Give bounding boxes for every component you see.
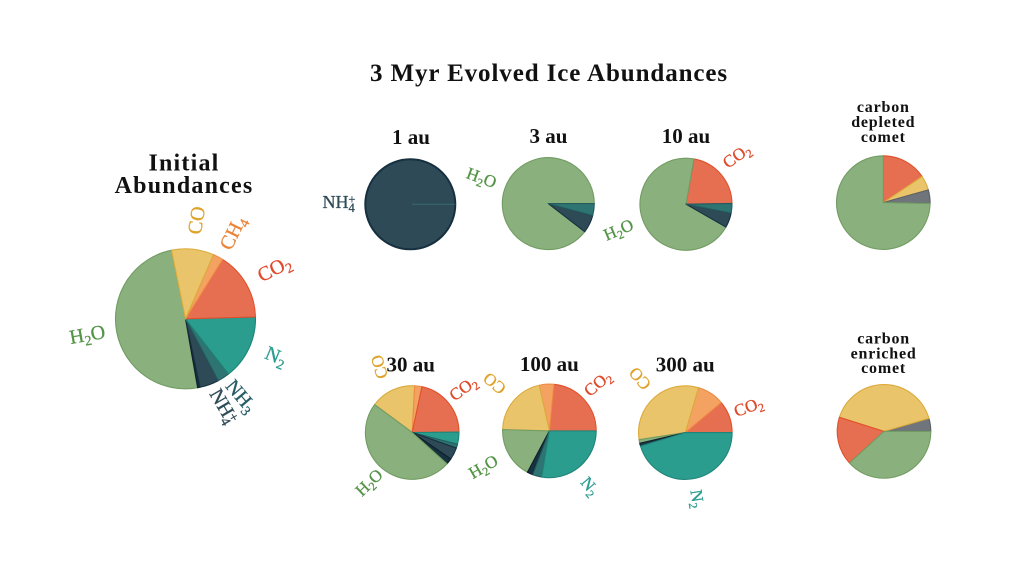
svg-text:3 au: 3 au — [530, 124, 568, 148]
svg-text:300 au: 300 au — [656, 353, 715, 377]
svg-text:1 au: 1 au — [392, 125, 430, 149]
svg-text:comet: comet — [861, 360, 906, 377]
svg-text:NH4+: NH4+ — [323, 192, 356, 215]
svg-text:30 au: 30 au — [386, 352, 435, 376]
svg-text:Initial: Initial — [148, 151, 219, 177]
svg-text:100 au: 100 au — [520, 352, 579, 376]
svg-text:carbon: carbon — [857, 331, 910, 348]
svg-text:Abundances: Abundances — [115, 173, 254, 199]
svg-text:CO: CO — [184, 205, 210, 236]
svg-text:comet: comet — [861, 129, 906, 146]
svg-text:enriched: enriched — [851, 345, 917, 362]
svg-text:10 au: 10 au — [662, 124, 711, 148]
svg-text:depleted: depleted — [851, 114, 915, 131]
svg-text:3 Myr Evolved Ice Abundances: 3 Myr Evolved Ice Abundances — [370, 60, 728, 87]
svg-text:carbon: carbon — [857, 99, 910, 116]
